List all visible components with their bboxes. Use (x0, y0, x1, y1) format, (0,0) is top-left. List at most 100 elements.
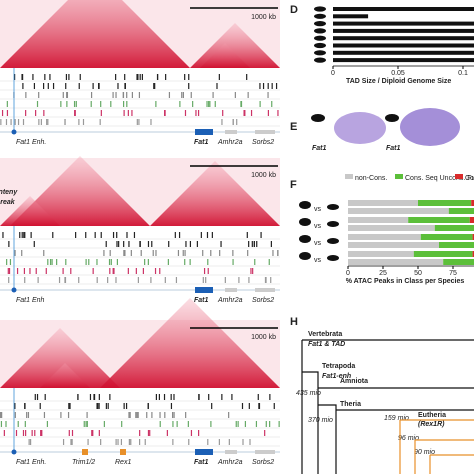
track-peak (3, 430, 5, 436)
track-peak (122, 92, 125, 98)
species-icon (314, 6, 326, 12)
track-peak (94, 232, 96, 238)
track-peak (120, 439, 123, 445)
track-peak (159, 268, 161, 274)
track-peak (253, 241, 255, 247)
x-tick-label: 75 (449, 270, 457, 277)
bar-segment (434, 225, 474, 231)
track-peak (192, 101, 194, 107)
track-peak (62, 268, 64, 274)
track-peak (198, 430, 200, 436)
track-peak (126, 101, 128, 107)
track-peak (109, 268, 111, 274)
vs-label: vs (314, 240, 322, 247)
x-tick-label: 0 (346, 270, 350, 277)
track-peak (243, 110, 245, 116)
bar (333, 7, 474, 11)
track-peak (96, 403, 98, 409)
gene-other (255, 288, 275, 292)
gene-fat1 (195, 129, 213, 135)
track-peak (164, 277, 166, 283)
track-peak (22, 119, 25, 125)
gene-label: Amhr2a (217, 297, 243, 304)
divergence-time: 435 mio (296, 390, 321, 397)
species-icon (299, 201, 311, 209)
track-peak (207, 268, 209, 274)
x-axis-label: TAD Size / Diploid Genome Size (346, 78, 451, 85)
track-peak (25, 430, 27, 436)
track-peak (109, 250, 111, 256)
track-peak (264, 430, 266, 436)
track-peak (164, 412, 166, 418)
break-label: break (0, 199, 16, 206)
track-peak (268, 259, 270, 265)
bar-segment (439, 242, 474, 248)
track-peak (1, 412, 3, 418)
track-peak (8, 241, 10, 247)
track-peak (247, 92, 249, 98)
track-peak (127, 268, 129, 274)
gene-fat1 (195, 449, 213, 455)
panel-letter: D (290, 4, 298, 16)
track-peak (74, 110, 76, 116)
track-peak (123, 403, 125, 409)
hic-domain (200, 43, 250, 68)
track-peak (51, 259, 53, 265)
track-peak (220, 241, 222, 247)
track-peak (175, 277, 178, 283)
bar-segment (469, 217, 474, 223)
track-peak (250, 110, 253, 116)
track-peak (255, 421, 258, 427)
track-peak (170, 394, 172, 400)
track-peak (44, 394, 46, 400)
track-peak (90, 92, 93, 98)
track-peak (105, 403, 107, 409)
track-peak (231, 394, 233, 400)
track-peak (138, 439, 141, 445)
track-peak (52, 232, 54, 238)
clade-label: (Rex1R) (418, 421, 445, 428)
species-icon (327, 255, 339, 261)
track-peak (256, 241, 258, 247)
track-peak (130, 439, 132, 445)
gene-rex (120, 449, 126, 455)
track-peak (33, 241, 35, 247)
gene-other (255, 450, 275, 454)
bar-segment (348, 259, 444, 265)
track-peak (205, 277, 207, 283)
legend-swatch (345, 174, 353, 179)
track-peak (211, 232, 213, 238)
track-peak (159, 421, 161, 427)
gene-label: Trim1/2 (72, 459, 95, 466)
track-peak (206, 101, 208, 107)
track-peak (209, 101, 211, 107)
track-peak (155, 250, 157, 256)
track-peak (235, 421, 237, 427)
track-peak (24, 421, 26, 427)
track-peak (39, 403, 41, 409)
track-peak (257, 394, 259, 400)
gene-label: Fat1 Enh. (16, 139, 46, 146)
track-peak (228, 439, 230, 445)
track-peak (43, 110, 45, 116)
track-peak (248, 241, 250, 247)
track-peak (78, 83, 80, 89)
track-peak (184, 259, 186, 265)
track-peak (24, 403, 26, 409)
track-peak (125, 403, 128, 409)
track-peak (141, 74, 143, 80)
hic-domain (0, 0, 190, 68)
track-peak (247, 250, 249, 256)
track-peak (207, 439, 209, 445)
track-peak (97, 403, 99, 409)
track-peak (62, 92, 64, 98)
clade-label: Eutheria (418, 412, 446, 419)
legend-swatch (395, 174, 403, 179)
track-peak (116, 259, 118, 265)
x-tick-label: 25 (379, 270, 387, 277)
track-peak (100, 110, 102, 116)
track-peak (246, 74, 248, 80)
x-axis-label: % ATAC Peaks in Class per Species (346, 278, 465, 285)
track-peak (60, 101, 62, 107)
